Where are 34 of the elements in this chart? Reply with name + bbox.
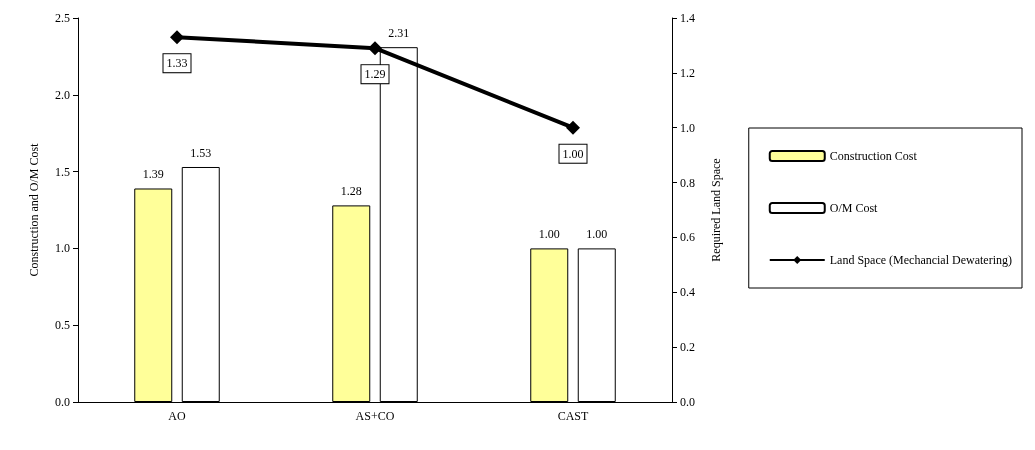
data-label: 1.39 [142, 167, 164, 182]
y-axis-title: Construction and O/M Cost [27, 142, 41, 277]
data-label: 2.31 [388, 26, 410, 41]
data-label: 1.29 [364, 67, 386, 82]
y-tick-label: 1.5 [55, 164, 70, 179]
legend-label: O/M Cost [829, 201, 879, 215]
data-label: 1.00 [538, 227, 560, 242]
y2-tick-label: 1.0 [680, 120, 695, 135]
data-label: 1.33 [166, 56, 188, 71]
y-tick-label: 0.5 [55, 318, 70, 333]
y-tick-label: 1.0 [55, 241, 70, 256]
x-tick-label: AO [168, 409, 186, 423]
y-tick-label: 2.0 [55, 87, 70, 102]
data-label: 1.00 [586, 227, 608, 242]
y2-tick-label: 0.8 [680, 175, 695, 190]
y2-tick-label: 1.4 [680, 11, 695, 25]
y-tick-label: 2.5 [55, 11, 70, 25]
y2-axis-title: Required Land Space [709, 158, 723, 262]
y-tick-label: 0.0 [55, 395, 70, 409]
x-tick-label: CAST [557, 409, 589, 423]
point [170, 30, 184, 45]
y2-tick-label: 0.4 [680, 285, 695, 300]
x-tick-label: AS+CO [355, 409, 395, 423]
y2-tick-label: 0.6 [680, 230, 695, 245]
point [368, 41, 382, 56]
point [566, 120, 580, 135]
legend-label: Land Space (Mechancial Dewatering) [829, 253, 1013, 267]
legend-label: Construction Cost [829, 149, 918, 163]
data-label: 1.28 [340, 184, 362, 199]
y2-tick-label: 0.2 [680, 340, 695, 355]
y2-tick-label: 1.2 [680, 65, 695, 80]
y2-tick-label: 0.0 [680, 395, 695, 409]
data-label: 1.00 [562, 146, 584, 161]
data-label: 1.53 [190, 145, 212, 160]
